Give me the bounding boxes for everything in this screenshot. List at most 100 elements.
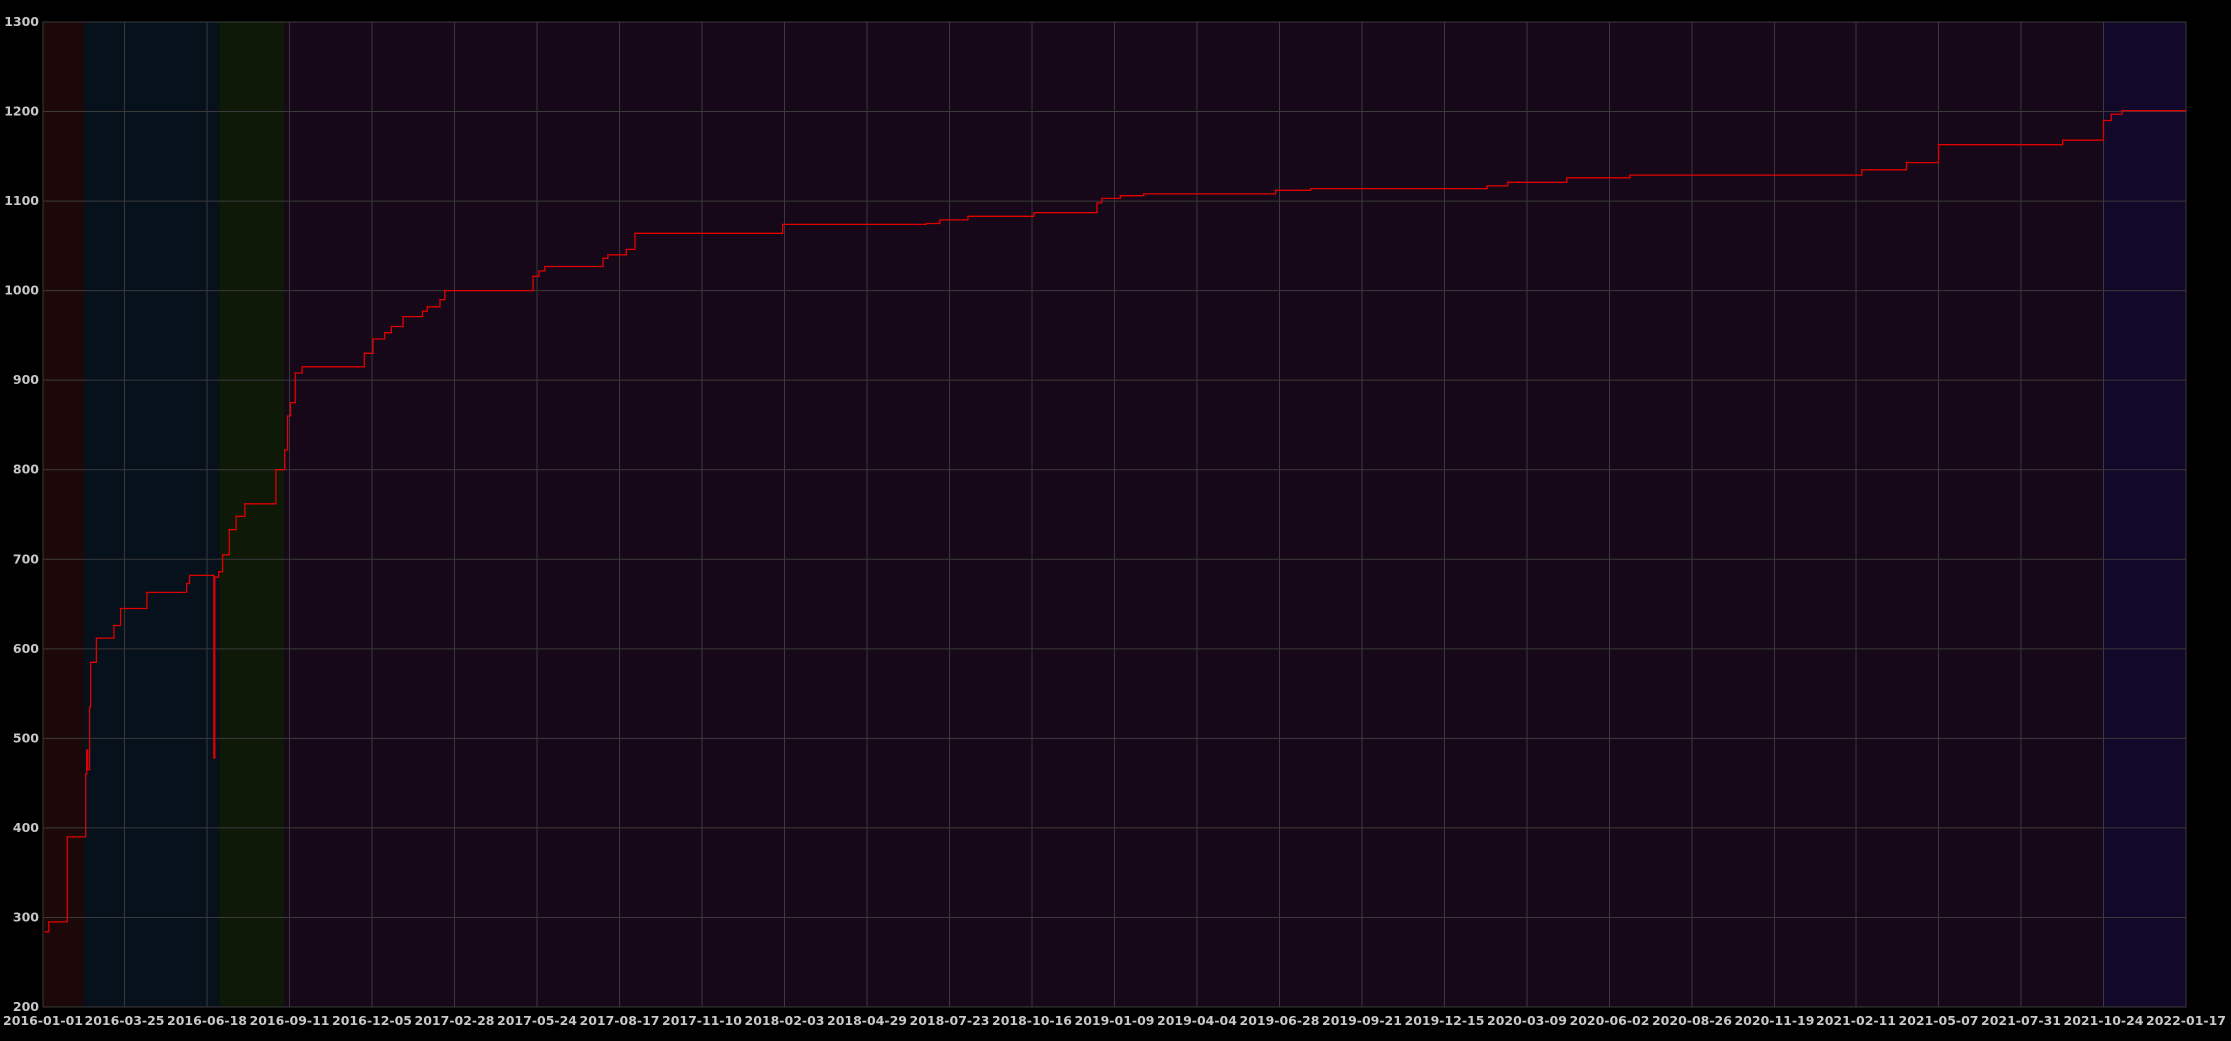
data-point bbox=[186, 582, 188, 585]
x-tick-label: 2019-09-21 bbox=[1322, 1013, 1402, 1028]
x-tick-label: 2017-11-10 bbox=[662, 1013, 742, 1028]
y-tick-label: 1100 bbox=[4, 193, 39, 208]
data-point bbox=[1486, 185, 1488, 187]
data-point bbox=[602, 257, 604, 259]
data-point bbox=[85, 773, 87, 775]
data-point bbox=[228, 529, 230, 531]
x-tick-label: 2018-07-23 bbox=[910, 1013, 990, 1028]
data-point bbox=[607, 254, 609, 256]
data-point bbox=[1143, 193, 1145, 195]
grid-lines bbox=[42, 21, 2187, 1008]
data-point bbox=[444, 290, 446, 292]
data-point bbox=[188, 574, 191, 576]
y-axis: 200 300 400 500 600 700 800 900 1000 1100 1200 1300 bbox=[4, 14, 39, 1014]
data-point bbox=[146, 591, 148, 594]
data-point bbox=[939, 219, 941, 221]
data-point bbox=[1309, 187, 1312, 190]
x-tick-label: 2021-02-11 bbox=[1816, 1013, 1896, 1028]
x-tick-label: 2016-06-18 bbox=[167, 1013, 247, 1028]
data-point bbox=[781, 223, 784, 225]
data-point bbox=[301, 366, 303, 368]
x-tick-label: 2019-12-15 bbox=[1405, 1013, 1485, 1028]
x-tick-label: 2018-10-16 bbox=[992, 1013, 1072, 1028]
data-point bbox=[86, 749, 88, 751]
data-point bbox=[421, 310, 424, 312]
x-tick-label: 2022-01-17 bbox=[2146, 1013, 2226, 1028]
data-point bbox=[634, 232, 636, 234]
y-tick-label: 1000 bbox=[4, 283, 39, 298]
plot-frame bbox=[42, 21, 2187, 1008]
x-tick-label: 2020-11-19 bbox=[1734, 1013, 1814, 1028]
x-tick-label: 2018-02-03 bbox=[745, 1013, 825, 1028]
background-band-1 bbox=[83, 22, 220, 1007]
data-point bbox=[372, 338, 374, 340]
x-tick-label: 2019-06-28 bbox=[1240, 1013, 1320, 1028]
x-tick-label: 2017-05-24 bbox=[497, 1013, 577, 1028]
data-point bbox=[284, 449, 286, 451]
data-point bbox=[87, 769, 89, 771]
x-tick-label: 2016-03-25 bbox=[85, 1013, 165, 1028]
x-tick-label: 2019-04-04 bbox=[1157, 1013, 1237, 1028]
data-point bbox=[439, 298, 441, 301]
x-tick-label: 2016-12-05 bbox=[332, 1013, 412, 1028]
y-tick-label: 500 bbox=[13, 730, 39, 745]
data-point bbox=[275, 469, 277, 471]
x-tick-label: 2017-08-17 bbox=[580, 1013, 660, 1028]
y-tick-label: 200 bbox=[13, 999, 39, 1014]
x-tick-label: 2020-08-26 bbox=[1652, 1013, 1732, 1028]
data-point bbox=[925, 222, 927, 225]
data-point bbox=[95, 637, 97, 639]
background-bands bbox=[43, 22, 2186, 1007]
data-point bbox=[2121, 110, 2123, 112]
data-point bbox=[88, 706, 91, 708]
series-layer bbox=[44, 109, 2187, 933]
background-band-0 bbox=[43, 22, 84, 1007]
data-point bbox=[1937, 144, 1940, 146]
x-axis: 2016-01-01 2016-03-25 2016-06-18 2016-09-11… bbox=[3, 1013, 2226, 1028]
data-point bbox=[384, 332, 386, 334]
x-tick-label: 2018-04-29 bbox=[827, 1013, 907, 1028]
data-point bbox=[244, 503, 246, 505]
data-point bbox=[1905, 161, 1908, 164]
data-point bbox=[214, 576, 216, 578]
data-point bbox=[426, 306, 428, 308]
data-point bbox=[538, 270, 540, 272]
background-band-3 bbox=[284, 22, 2104, 1007]
data-point bbox=[2110, 113, 2112, 115]
x-tick-label: 2020-06-02 bbox=[1570, 1013, 1650, 1028]
series-line-0 bbox=[44, 109, 2186, 933]
x-tick-label: 2016-01-01 bbox=[3, 1013, 83, 1028]
data-point bbox=[1629, 174, 1631, 176]
x-tick-label: 2021-05-07 bbox=[1899, 1013, 1979, 1028]
y-tick-label: 800 bbox=[13, 462, 39, 477]
data-point bbox=[967, 215, 969, 217]
data-point bbox=[363, 352, 365, 354]
x-tick-label: 2017-02-28 bbox=[415, 1013, 495, 1028]
data-point bbox=[1033, 212, 1035, 214]
data-point bbox=[2102, 119, 2105, 122]
data-point bbox=[213, 757, 215, 759]
data-point bbox=[235, 515, 237, 517]
data-point bbox=[294, 372, 296, 374]
y-tick-label: 1300 bbox=[4, 14, 39, 29]
data-point bbox=[1101, 197, 1103, 200]
data-point bbox=[120, 607, 122, 610]
data-point bbox=[1861, 169, 1863, 171]
x-tick-label: 2016-09-11 bbox=[250, 1013, 330, 1028]
data-point bbox=[402, 316, 404, 318]
y-tick-label: 300 bbox=[13, 909, 39, 924]
data-point bbox=[1119, 195, 1121, 197]
background-band-2 bbox=[219, 22, 285, 1007]
data-point bbox=[48, 921, 50, 923]
y-tick-label: 400 bbox=[13, 820, 39, 835]
data-point bbox=[625, 248, 627, 251]
data-point bbox=[1275, 189, 1277, 191]
data-point bbox=[1506, 181, 1509, 183]
data-point bbox=[286, 415, 289, 417]
data-point bbox=[289, 401, 292, 404]
data-point bbox=[532, 275, 534, 277]
data-point bbox=[113, 624, 115, 627]
data-point bbox=[2062, 139, 2064, 141]
data-point bbox=[66, 836, 68, 838]
